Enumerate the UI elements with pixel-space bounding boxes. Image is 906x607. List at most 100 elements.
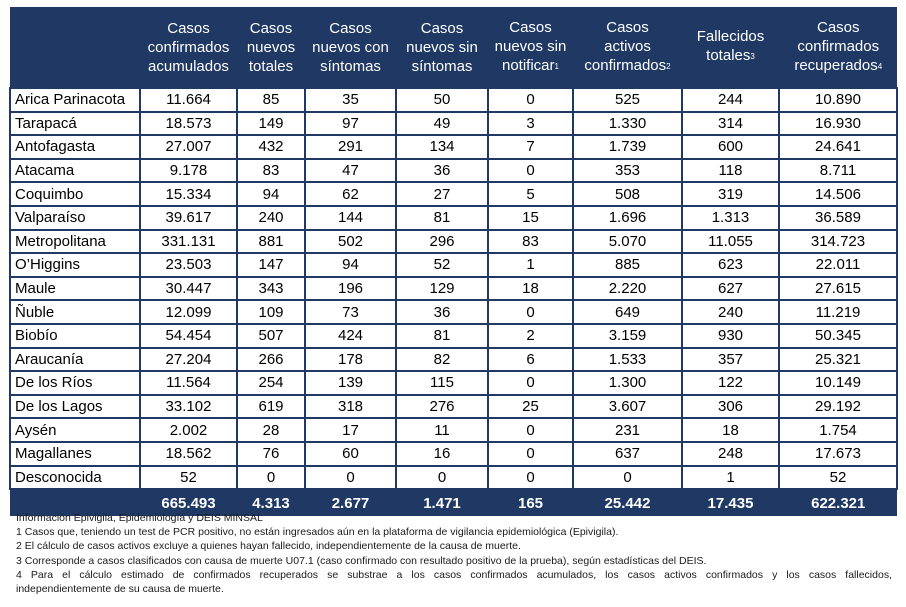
value-cell: 52: [395, 252, 489, 278]
header-new-unreported: Casos nuevos sin notificar1: [487, 7, 573, 88]
footnote-ref: 3: [750, 52, 755, 61]
value-cell: 1.300: [572, 370, 683, 396]
value-cell: 2.220: [572, 275, 683, 302]
table-row: Arica Parinacota 11.664 85 35 50 0 525 244 10.89…: [9, 87, 898, 113]
header-recovered: Casos confirmados recuperados4: [778, 7, 897, 88]
value-cell: 2: [487, 322, 574, 349]
value-cell: 11.055: [681, 228, 780, 255]
value-cell: 60: [304, 440, 397, 467]
value-cell: 29.192: [778, 393, 898, 420]
header-new-asymptomatic: Casos nuevos sin síntomas: [395, 7, 488, 88]
region-name-cell: Desconocida: [9, 464, 141, 491]
region-name-cell: Maule: [9, 275, 141, 302]
value-cell: 36: [395, 299, 489, 325]
value-cell: 1: [487, 252, 574, 278]
value-cell: 16.930: [778, 110, 898, 137]
value-cell: 27.204: [139, 346, 238, 373]
table-row: Coquimbo 15.334 94 62 27 5 508 319 14.506: [9, 181, 898, 207]
value-cell: 17.673: [778, 440, 898, 467]
table-row: Antofagasta 27.007 432 291 134 7 1.739 600 24.64…: [9, 134, 898, 160]
value-cell: 357: [681, 346, 780, 373]
total-value-cell: 622.321: [778, 489, 897, 517]
value-cell: 129: [395, 275, 489, 302]
value-cell: 276: [395, 393, 489, 420]
table-row: De los Lagos 33.102 619 318 276 25 3.607 306 29.…: [9, 393, 898, 420]
table-row: Ñuble 12.099 109 73 36 0 649 240 11.219: [9, 299, 898, 325]
value-cell: 33.102: [139, 393, 238, 420]
value-cell: 600: [681, 134, 780, 160]
value-cell: 0: [487, 464, 574, 491]
value-cell: 139: [304, 370, 397, 396]
value-cell: 240: [236, 204, 306, 231]
value-cell: 81: [395, 204, 489, 231]
region-name-cell: Coquimbo: [9, 181, 141, 207]
footnote-ref: 1: [554, 61, 559, 71]
value-cell: 2.002: [139, 417, 238, 443]
value-cell: 17: [304, 417, 397, 443]
value-cell: 144: [304, 204, 397, 231]
value-cell: 122: [681, 370, 780, 396]
table-body: Arica Parinacota 11.664 85 35 50 0 525 244 10.89…: [9, 87, 898, 491]
source-note: Información Epivigila, Epidemiología y D…: [16, 512, 263, 524]
value-cell: 27.007: [139, 134, 238, 160]
total-value-cell: 25.442: [572, 489, 682, 517]
value-cell: 0: [487, 87, 574, 113]
value-cell: 3.607: [572, 393, 683, 420]
totals-row: 665.493 4.313 2.677 1.471 165 25.442 17.435 622…: [9, 489, 897, 517]
region-name-cell: Araucanía: [9, 346, 141, 373]
region-name-cell: Biobío: [9, 322, 141, 349]
value-cell: 11: [395, 417, 489, 443]
value-cell: 331.131: [139, 228, 238, 255]
header-region: [9, 7, 140, 88]
region-name-cell: Antofagasta: [9, 134, 141, 160]
value-cell: 318: [304, 393, 397, 420]
value-cell: 1.739: [572, 134, 683, 160]
region-name-cell: Magallanes: [9, 440, 141, 467]
value-cell: 881: [236, 228, 306, 255]
value-cell: 0: [236, 464, 306, 491]
value-cell: 27.615: [778, 275, 898, 302]
value-cell: 118: [681, 157, 780, 184]
value-cell: 5: [487, 181, 574, 207]
value-cell: 76: [236, 440, 306, 467]
value-cell: 314.723: [778, 228, 898, 255]
value-cell: 507: [236, 322, 306, 349]
region-name-cell: Metropolitana: [9, 228, 141, 255]
value-cell: 266: [236, 346, 306, 373]
table-header-row: Casos confirmados acumulados Casos nuevo…: [9, 7, 897, 88]
total-value-cell: 2.677: [304, 489, 396, 517]
value-cell: 231: [572, 417, 683, 443]
region-name-cell: Ñuble: [9, 299, 141, 325]
value-cell: 9.178: [139, 157, 238, 184]
value-cell: 94: [236, 181, 306, 207]
value-cell: 244: [681, 87, 780, 113]
value-cell: 18: [487, 275, 574, 302]
value-cell: 50.345: [778, 322, 898, 349]
value-cell: 930: [681, 322, 780, 349]
value-cell: 54.454: [139, 322, 238, 349]
value-cell: 83: [236, 157, 306, 184]
value-cell: 885: [572, 252, 683, 278]
table-row: O’Higgins 23.503 147 94 52 1 885 623 22.011: [9, 252, 898, 278]
value-cell: 50: [395, 87, 489, 113]
value-cell: 52: [139, 464, 238, 491]
table-row: Tarapacá 18.573 149 97 49 3 1.330 314 16.930: [9, 110, 898, 137]
value-cell: 525: [572, 87, 683, 113]
value-cell: 97: [304, 110, 397, 137]
header-confirmed-cumulative: Casos confirmados acumulados: [139, 7, 237, 88]
value-cell: 73: [304, 299, 397, 325]
value-cell: 11.219: [778, 299, 898, 325]
value-cell: 1.313: [681, 204, 780, 231]
value-cell: 5.070: [572, 228, 683, 255]
total-value-cell: 165: [487, 489, 573, 517]
value-cell: 314: [681, 110, 780, 137]
footnote-line: 2 El cálculo de casos activos excluye a …: [16, 540, 521, 553]
region-name-cell: De los Ríos: [9, 370, 141, 396]
value-cell: 6: [487, 346, 574, 373]
header-deaths-total: Fallecidos totales3: [681, 7, 779, 88]
value-cell: 3: [487, 110, 574, 137]
value-cell: 149: [236, 110, 306, 137]
value-cell: 7: [487, 134, 574, 160]
value-cell: 82: [395, 346, 489, 373]
value-cell: 619: [236, 393, 306, 420]
